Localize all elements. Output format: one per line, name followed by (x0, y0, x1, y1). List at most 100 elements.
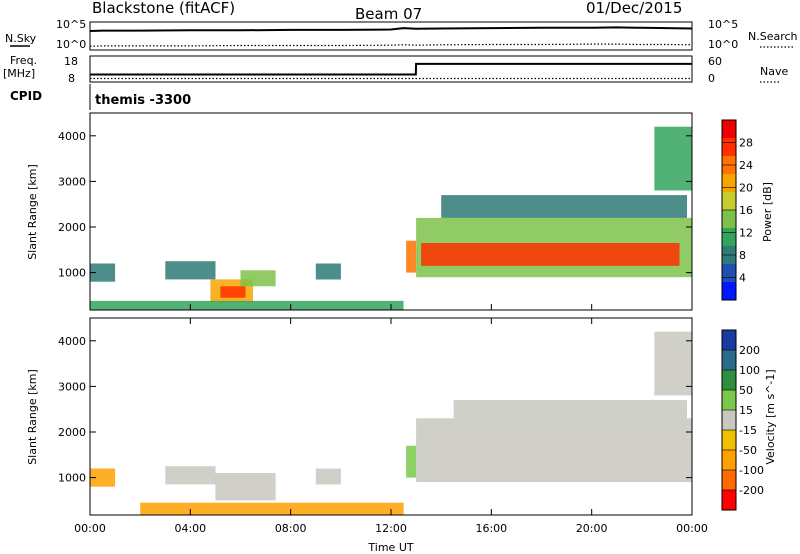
colorbar-tick-label: 12 (739, 227, 753, 240)
power-colorbar-label: Power [dB] (761, 182, 774, 242)
scatter-region-3-4 (240, 270, 276, 287)
colorbar-tick-label: 4 (739, 272, 746, 285)
velocity-xlabel: Time UT (367, 541, 413, 554)
colorbar-tick-label: -50 (739, 444, 757, 457)
noise-sky-line (89, 26, 693, 32)
colorbar-band (722, 330, 736, 351)
y-tick-label: 1000 (58, 472, 86, 485)
cpid-label: CPID (10, 89, 42, 103)
colorbar-tick-label: 28 (739, 137, 753, 150)
scatter-region-3-7 (406, 240, 417, 273)
date-label: 01/Dec/2015 (586, 0, 682, 17)
colorbar-tick-label: 8 (739, 249, 746, 262)
power-panel: 1000 2000 3000 4000 Slant Range [km] 4 8 12 16… (26, 112, 774, 311)
colorbar-band (722, 370, 736, 391)
colorbar-tick-label: 20 (739, 182, 753, 195)
colorbar-band (722, 192, 736, 211)
colorbar-band (722, 174, 736, 193)
colorbar-band (722, 490, 736, 511)
colorbar-band (722, 228, 736, 247)
x-tick-label: 04:00 (174, 522, 206, 535)
colorbar-band (722, 120, 736, 139)
scatter-region-4-3 (315, 468, 341, 485)
colorbar-band (722, 410, 736, 431)
colorbar-band (722, 282, 736, 301)
velocity-panel: 1000 2000 3000 4000 00:00 04:00 08:00 12:00 16:… (26, 304, 777, 554)
nave-label: Nave (760, 65, 788, 78)
frequency-right-tick-top: 60 (708, 55, 722, 68)
y-tick-label: 4000 (58, 130, 86, 143)
frequency-left-tick-top: 18 (64, 55, 78, 68)
scatter-region-4-8 (654, 331, 692, 396)
cpid-value: themis -3300 (95, 93, 191, 108)
beam-label: Beam 07 (355, 5, 422, 23)
x-tick-label: 16:00 (475, 522, 507, 535)
colorbar-frame (721, 329, 737, 511)
noise-left-tick-bottom: 10^0 (56, 38, 86, 51)
scatter-region-4-1 (165, 466, 216, 485)
noise-left-label: N.Sky (5, 32, 37, 45)
y-tick-label: 1000 (58, 267, 86, 280)
velocity-ylabel: Slant Range [km] (26, 369, 39, 465)
colorbar-tick-label: 50 (739, 384, 753, 397)
scatter-region-4-5 (406, 445, 417, 478)
scatter-region-4-6 (416, 418, 692, 483)
scatter-region-3-0 (90, 263, 116, 282)
colorbar-band (722, 210, 736, 229)
plot-title: Blackstone (fitACF) (92, 0, 235, 17)
noise-search-line (89, 43, 693, 47)
scatter-region-4-4 (140, 502, 404, 515)
scatter-region-3-11 (654, 126, 692, 191)
noise-left-tick-top: 10^5 (56, 18, 86, 31)
noise-right-tick-bottom: 10^0 (708, 38, 738, 51)
scatter-region-4-0 (90, 468, 116, 487)
colorbar-band (722, 430, 736, 451)
colorbar-tick-label: 100 (739, 364, 760, 377)
frequency-left-label-top: Freq. (10, 54, 37, 67)
frequency-right-tick-bottom: 0 (708, 72, 715, 85)
scatter-region-3-1 (165, 261, 216, 280)
scatter-region-3-10 (441, 195, 687, 218)
noise-panel-frame (89, 21, 693, 51)
x-tick-label: 00:00 (74, 522, 106, 535)
x-tick-label: 00:00 (676, 522, 708, 535)
frequency-left-tick-bottom: 8 (68, 72, 75, 85)
noise-right-label: N.Search (748, 30, 798, 43)
noise-right-tick-top: 10^5 (708, 18, 738, 31)
colorbar-band (722, 350, 736, 371)
frequency-left-label-bottom: [MHz] (3, 67, 35, 80)
scatter-region-3-6 (90, 300, 404, 310)
y-tick-label: 2000 (58, 221, 86, 234)
frequency-panel-frame (89, 55, 693, 83)
x-tick-label: 20:00 (576, 522, 608, 535)
colorbar-band (722, 390, 736, 411)
x-tick-label: 08:00 (275, 522, 307, 535)
y-tick-label: 2000 (58, 426, 86, 439)
cpid-panel: CPID themis -3300 (10, 84, 191, 110)
scatter-region-3-9 (421, 243, 680, 266)
scatter-region-4-2 (215, 473, 276, 501)
colorbar-tick-label: -15 (739, 424, 757, 437)
colorbar-tick-label: 24 (739, 159, 753, 172)
frequency-panel: Freq. [MHz] 18 8 60 0 Nave (3, 54, 788, 85)
velocity-colorbar-label: Velocity [m s^-1] (764, 369, 777, 464)
colorbar-band (722, 450, 736, 471)
colorbar-tick-label: 15 (739, 404, 753, 417)
colorbar-tick-label: 200 (739, 344, 760, 357)
x-tick-label: 12:00 (375, 522, 407, 535)
colorbar-band (722, 264, 736, 283)
colorbar-tick-label: -100 (739, 464, 764, 477)
frequency-line (90, 62, 692, 76)
y-tick-label: 4000 (58, 335, 86, 348)
colorbar-band (722, 138, 736, 157)
y-tick-label: 3000 (58, 175, 86, 188)
scatter-region-3-3 (220, 286, 246, 298)
scatter-region-3-5 (315, 263, 341, 280)
noise-panel: N.Sky 10^5 10^0 10^5 10^0 N.Search (5, 18, 798, 51)
power-ylabel: Slant Range [km] (26, 164, 39, 260)
colorbar-band (722, 470, 736, 491)
colorbar-tick-label: 16 (739, 204, 753, 217)
scatter-region-4-7 (453, 400, 687, 419)
colorbar-tick-label: -200 (739, 484, 764, 497)
